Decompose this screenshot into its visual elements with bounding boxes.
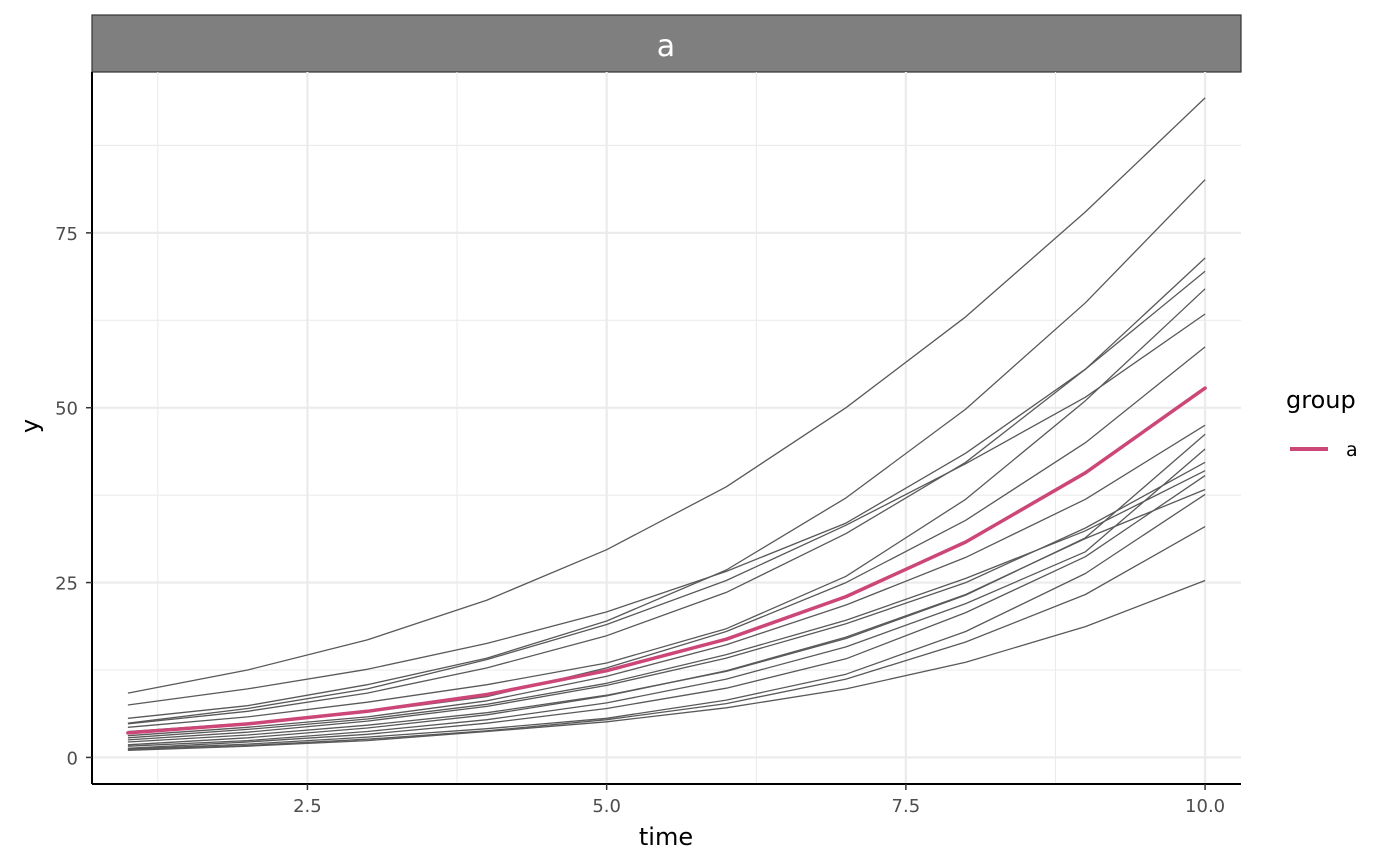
background-line-4 bbox=[127, 270, 1206, 725]
legend: group a bbox=[1286, 386, 1358, 461]
y-tick-label-0: 0 bbox=[67, 748, 78, 769]
y-tick-label-3: 75 bbox=[55, 224, 78, 245]
x-tick-label-3: 10.0 bbox=[1185, 796, 1225, 817]
grid-minor bbox=[92, 72, 1241, 784]
background-line-16 bbox=[127, 579, 1206, 752]
background-line-13 bbox=[127, 475, 1206, 749]
x-tick-label-0: 2.5 bbox=[293, 796, 322, 817]
background-line-9 bbox=[127, 461, 1206, 741]
facet-strip bbox=[91, 14, 1242, 73]
background-line-15 bbox=[127, 526, 1206, 751]
facet-strip-label: a bbox=[657, 29, 675, 64]
background-series-lines bbox=[127, 97, 1206, 752]
background-line-14 bbox=[127, 493, 1206, 750]
background-line-10 bbox=[127, 433, 1206, 743]
background-line-12 bbox=[127, 448, 1206, 747]
grid-major bbox=[92, 72, 1241, 784]
background-line-3 bbox=[127, 313, 1206, 724]
series-lines bbox=[126, 386, 1207, 735]
y-tick-labels: 0 25 50 75 bbox=[55, 224, 92, 769]
x-tick-label-1: 5.0 bbox=[592, 796, 621, 817]
y-tick-label-2: 50 bbox=[55, 399, 78, 420]
background-line-11 bbox=[127, 488, 1206, 746]
legend-label-a: a bbox=[1346, 439, 1358, 461]
background-line-0 bbox=[127, 97, 1206, 694]
background-line-7 bbox=[127, 424, 1206, 737]
y-axis-title: y bbox=[16, 419, 44, 433]
series-line-a bbox=[126, 386, 1207, 735]
x-tick-label-2: 7.5 bbox=[892, 796, 921, 817]
background-line-6 bbox=[127, 346, 1206, 733]
x-tick-labels: 2.5 5.0 7.5 10.0 bbox=[293, 784, 1225, 817]
background-line-1 bbox=[127, 257, 1206, 706]
y-tick-label-1: 25 bbox=[55, 574, 78, 595]
background-line-5 bbox=[127, 288, 1206, 728]
legend-title: group bbox=[1286, 386, 1356, 414]
background-line-2 bbox=[127, 179, 1206, 719]
x-axis-title: time bbox=[639, 823, 693, 851]
